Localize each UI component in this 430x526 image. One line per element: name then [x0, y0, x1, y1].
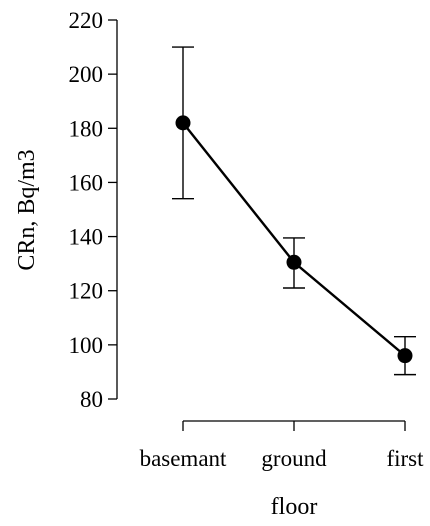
data-point — [175, 115, 191, 131]
y-axis: 80 100 120 140 160 180 200 220 — [69, 8, 118, 412]
x-tick-label: ground — [261, 446, 327, 471]
x-axis-title: floor — [271, 494, 318, 520]
data-points — [175, 115, 413, 364]
y-tick-label: 100 — [69, 333, 104, 358]
error-bars — [172, 46, 416, 376]
data-point — [286, 254, 302, 270]
y-axis-title: CRn, Bq/m3 — [14, 149, 40, 270]
x-axis: basemant ground first — [140, 420, 424, 471]
y-tick-label: 80 — [80, 387, 103, 412]
data-point — [397, 348, 413, 364]
y-tick-label: 180 — [69, 116, 104, 141]
y-tick-label: 220 — [69, 8, 104, 33]
y-tick-label: 140 — [69, 225, 104, 250]
y-tick-label: 200 — [69, 62, 104, 87]
x-tick-label: basemant — [140, 446, 227, 471]
y-tick-label: 120 — [69, 279, 104, 304]
y-tick-label: 160 — [69, 170, 104, 195]
x-tick-label: first — [386, 446, 424, 471]
